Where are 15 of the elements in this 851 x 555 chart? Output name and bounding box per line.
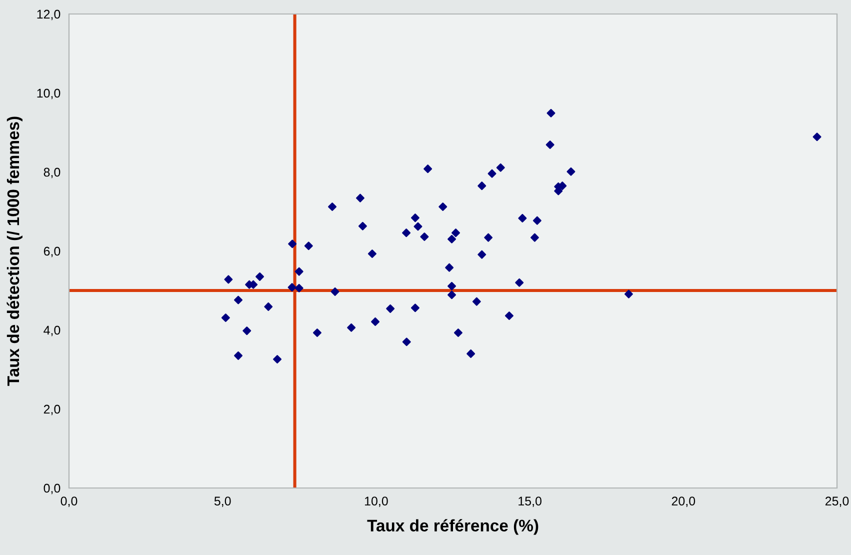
x-tick-label: 5,0: [214, 496, 231, 507]
y-tick-label: 4,0: [44, 326, 60, 336]
y-axis-title: Taux de détection (/ 1000 femmes): [6, 116, 22, 386]
y-tick-label: 6,0: [44, 246, 60, 258]
x-axis-title: Taux de référence (%): [367, 519, 538, 535]
x-tick-label: 20,0: [672, 496, 696, 507]
y-tick-label: 2,0: [44, 404, 60, 416]
y-tick-label: 0,0: [44, 484, 60, 494]
x-tick-label: 10,0: [364, 496, 388, 507]
y-tick-label: 10,0: [37, 88, 60, 100]
y-tick-label: 12,0: [37, 10, 60, 20]
x-tick-label: 15,0: [518, 496, 542, 507]
x-tick-label: 25,0: [825, 496, 849, 507]
y-tick-label: 8,0: [44, 168, 60, 178]
x-tick-label: 0,0: [60, 496, 78, 507]
